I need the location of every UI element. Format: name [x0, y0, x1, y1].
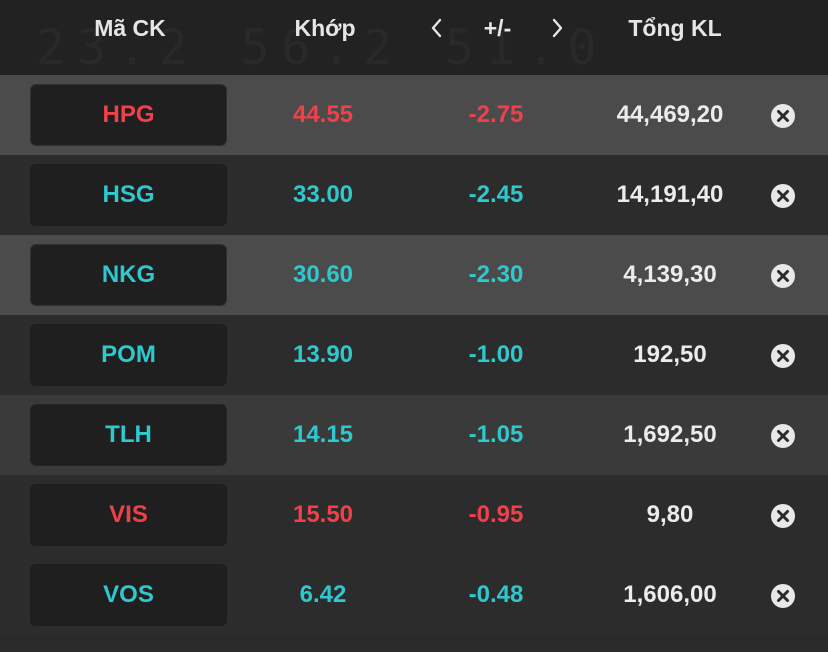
header-volume: Tổng KL — [628, 15, 722, 41]
table-row[interactable]: VOS 6.42 -0.48 1,606,00 — [0, 555, 828, 635]
stock-code-button[interactable]: VIS — [31, 485, 226, 545]
stock-code: HPG — [102, 101, 155, 128]
stock-code-button[interactable]: NKG — [31, 245, 226, 305]
close-icon[interactable] — [770, 583, 796, 609]
table-row[interactable]: TLH 14.15 -1.05 1,692,50 — [0, 395, 828, 475]
stock-code: VIS — [109, 501, 148, 528]
table-header: 23.2 56.2 51.0 Mã CK Khớp +/- Tổng KL — [0, 0, 828, 75]
total-volume: 4,139,30 — [623, 261, 717, 288]
stock-code: VOS — [103, 581, 154, 608]
stock-code-button[interactable]: VOS — [31, 565, 226, 625]
total-volume: 14,191,40 — [616, 181, 724, 208]
close-icon[interactable] — [770, 183, 796, 209]
list-footer — [0, 635, 828, 652]
price-change: -2.45 — [468, 181, 524, 208]
close-icon[interactable] — [770, 343, 796, 369]
match-price: 30.60 — [292, 261, 354, 288]
match-price: 13.90 — [292, 341, 354, 368]
stock-list: HPG 44.55 -2.75 44,469,20 HSG 33.00 -2.4… — [0, 75, 828, 635]
stock-code: HSG — [102, 181, 155, 208]
match-price: 14.15 — [292, 421, 354, 448]
total-volume: 9,80 — [646, 501, 694, 528]
price-change: -1.05 — [468, 421, 524, 448]
table-row[interactable]: HSG 33.00 -2.45 14,191,40 — [0, 155, 828, 235]
stock-code-button[interactable]: HPG — [31, 85, 226, 145]
match-price: 33.00 — [292, 181, 354, 208]
price-change: -1.00 — [468, 341, 524, 368]
stock-code: POM — [101, 341, 156, 368]
total-volume: 1,692,50 — [623, 421, 717, 448]
match-price: 6.42 — [299, 581, 347, 608]
stock-code: TLH — [105, 421, 152, 448]
total-volume: 192,50 — [633, 341, 707, 368]
match-price: 15.50 — [292, 501, 354, 528]
table-row[interactable]: VIS 15.50 -0.95 9,80 — [0, 475, 828, 555]
table-row[interactable]: NKG 30.60 -2.30 4,139,30 — [0, 235, 828, 315]
header-code: Mã CK — [94, 15, 166, 41]
price-change: -2.75 — [468, 101, 524, 128]
close-icon[interactable] — [770, 503, 796, 529]
close-icon[interactable] — [770, 103, 796, 129]
chevron-left-icon[interactable] — [424, 14, 450, 42]
price-change: -0.48 — [468, 581, 524, 608]
table-row[interactable]: POM 13.90 -1.00 192,50 — [0, 315, 828, 395]
close-icon[interactable] — [770, 423, 796, 449]
total-volume: 44,469,20 — [616, 101, 724, 128]
header-price: Khớp — [294, 15, 356, 41]
stock-code-button[interactable]: POM — [31, 325, 226, 385]
close-icon[interactable] — [770, 263, 796, 289]
stock-code: NKG — [101, 261, 156, 288]
header-change: +/- — [483, 15, 512, 41]
stock-code-button[interactable]: TLH — [31, 405, 226, 465]
total-volume: 1,606,00 — [623, 581, 717, 608]
price-change: -2.30 — [468, 261, 524, 288]
match-price: 44.55 — [292, 101, 354, 128]
table-row[interactable]: HPG 44.55 -2.75 44,469,20 — [0, 75, 828, 155]
chevron-right-icon[interactable] — [544, 14, 570, 42]
price-change: -0.95 — [468, 501, 524, 528]
stock-code-button[interactable]: HSG — [31, 165, 226, 225]
